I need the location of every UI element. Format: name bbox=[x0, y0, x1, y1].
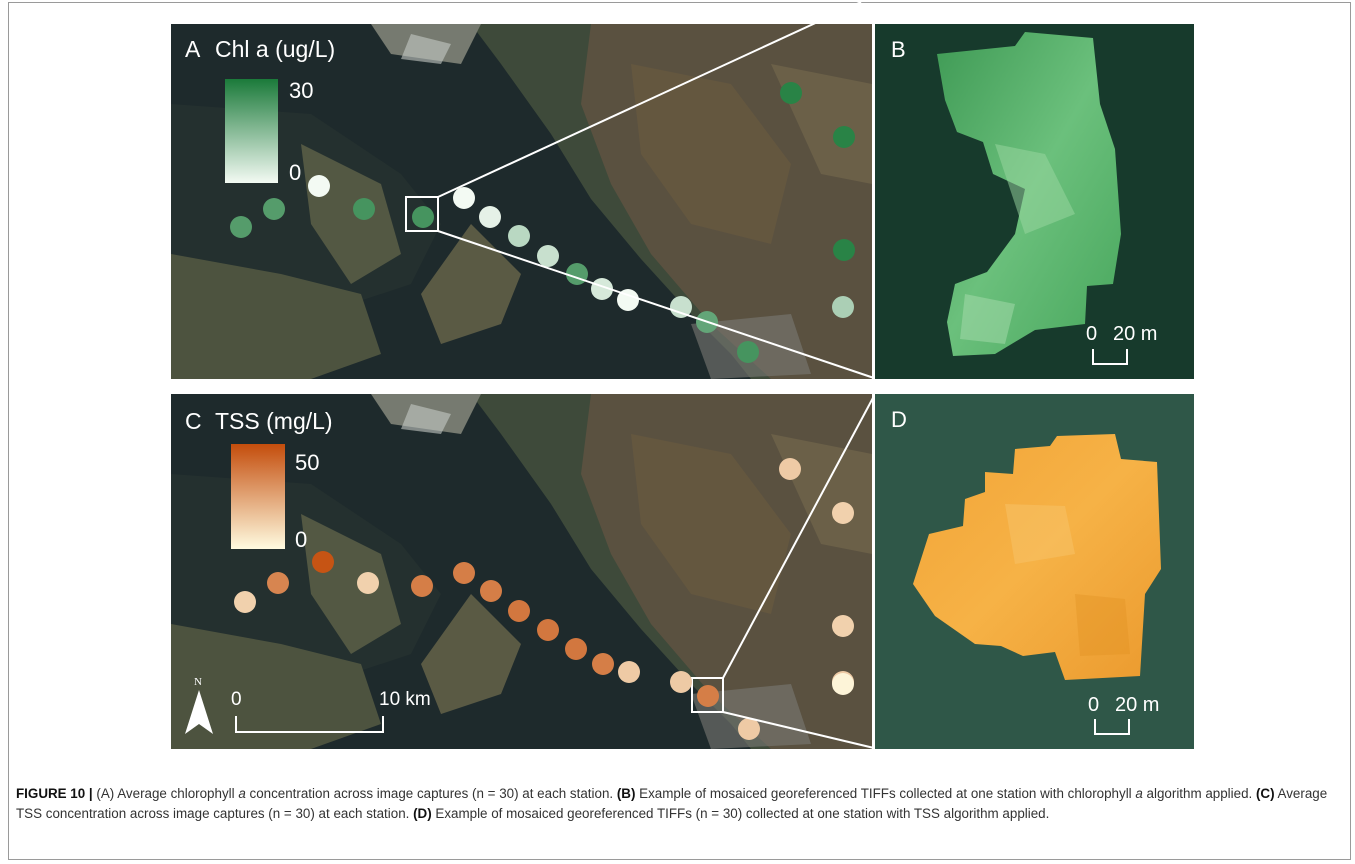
station-point bbox=[833, 239, 855, 261]
station-point bbox=[308, 175, 330, 197]
station-point bbox=[780, 82, 802, 104]
inset-locator-box bbox=[691, 677, 724, 713]
station-point bbox=[357, 572, 379, 594]
station-point bbox=[263, 198, 285, 220]
caption-fragment: Example of mosaiced georeferenced TIFFs … bbox=[635, 786, 1136, 801]
station-point bbox=[696, 311, 718, 333]
panel-d-tss-mosaic: D 0 20 m bbox=[875, 394, 1194, 749]
panel-letter: C bbox=[185, 408, 202, 434]
station-point bbox=[508, 225, 530, 247]
caption-fragment: Average TSS concentration across image c… bbox=[16, 786, 1328, 821]
station-point bbox=[565, 638, 587, 660]
station-point bbox=[618, 661, 640, 683]
station-point bbox=[234, 591, 256, 613]
legend-min-label: 0 bbox=[295, 527, 307, 552]
station-point bbox=[412, 206, 434, 228]
station-point bbox=[779, 458, 801, 480]
station-point bbox=[479, 206, 501, 228]
scale-bar: 0 20 m bbox=[1088, 694, 1159, 735]
station-point bbox=[537, 619, 559, 641]
panel-letter: B bbox=[891, 37, 906, 62]
panel-a-chlorophyll-map: 30 0 A Chl a (ug/L) bbox=[171, 24, 872, 379]
caption-fragment: (D) bbox=[413, 806, 432, 821]
station-point bbox=[230, 216, 252, 238]
scale-end-label: 20 m bbox=[1115, 694, 1159, 716]
north-arrow-icon bbox=[185, 690, 213, 734]
station-point bbox=[508, 600, 530, 622]
caption-fragment: algorithm applied. bbox=[1142, 786, 1256, 801]
station-point bbox=[453, 562, 475, 584]
station-point bbox=[312, 551, 334, 573]
scale-end-label: 10 km bbox=[379, 689, 431, 710]
caption-fragment: (C) bbox=[1255, 786, 1275, 801]
station-point bbox=[566, 263, 588, 285]
station-point bbox=[670, 671, 692, 693]
station-point bbox=[832, 502, 854, 524]
station-point bbox=[480, 580, 502, 602]
panel-letter: D bbox=[891, 407, 907, 432]
station-point bbox=[832, 673, 854, 695]
station-point bbox=[697, 685, 719, 707]
caption-fragment: A) Average chlorophyll bbox=[100, 786, 239, 801]
station-point bbox=[411, 575, 433, 597]
north-label: N bbox=[194, 676, 202, 688]
caption-fragment: Example of mosaiced georeferenced TIFFs … bbox=[431, 806, 1050, 821]
station-point bbox=[537, 245, 559, 267]
scale-start-label: 0 bbox=[1088, 694, 1099, 716]
caption-body: (A) Average chlorophyll a concentration … bbox=[16, 786, 1327, 821]
figure-label: FIGURE 10 | bbox=[16, 786, 93, 801]
caption-fragment: a bbox=[1135, 786, 1143, 801]
legend: 50 0 bbox=[231, 444, 319, 552]
caption-fragment: a bbox=[238, 786, 246, 801]
scale-start-label: 0 bbox=[1086, 323, 1097, 345]
station-point bbox=[833, 126, 855, 148]
legend-colorbar bbox=[225, 79, 278, 183]
caption-fragment: ( bbox=[92, 786, 101, 801]
station-point bbox=[453, 187, 475, 209]
scale-bar: 0 10 km bbox=[231, 689, 431, 733]
inset-locator-box bbox=[405, 196, 439, 232]
station-point bbox=[832, 615, 854, 637]
station-point bbox=[832, 296, 854, 318]
legend-colorbar bbox=[231, 444, 285, 549]
panel-title: TSS (mg/L) bbox=[215, 408, 333, 434]
panel-letter: A bbox=[185, 36, 201, 62]
panel-b-chlorophyll-mosaic: B 0 20 m bbox=[875, 24, 1194, 379]
station-point bbox=[353, 198, 375, 220]
caption-fragment: concentration across image captures (n =… bbox=[245, 786, 617, 801]
panel-title: Chl a (ug/L) bbox=[215, 36, 335, 62]
station-point bbox=[267, 572, 289, 594]
north-arrow: N bbox=[185, 676, 213, 734]
station-point bbox=[670, 296, 692, 318]
panel-c-tss-map: 50 0 C TSS (mg/L) N 0 10 km bbox=[171, 394, 872, 749]
scale-start-label: 0 bbox=[231, 689, 242, 710]
station-point bbox=[592, 653, 614, 675]
scale-end-label: 20 m bbox=[1113, 323, 1157, 345]
station-point bbox=[737, 341, 759, 363]
station-point bbox=[591, 278, 613, 300]
legend-max-label: 30 bbox=[289, 78, 313, 103]
station-point bbox=[738, 718, 760, 740]
legend-max-label: 50 bbox=[295, 450, 319, 475]
legend-min-label: 0 bbox=[289, 160, 301, 185]
legend: 30 0 bbox=[225, 78, 313, 185]
station-point bbox=[617, 289, 639, 311]
figure-caption: FIGURE 10 | (A) Average chlorophyll a co… bbox=[16, 784, 1336, 824]
caption-fragment: (B) bbox=[616, 786, 636, 801]
scale-bar: 0 20 m bbox=[1086, 323, 1157, 365]
